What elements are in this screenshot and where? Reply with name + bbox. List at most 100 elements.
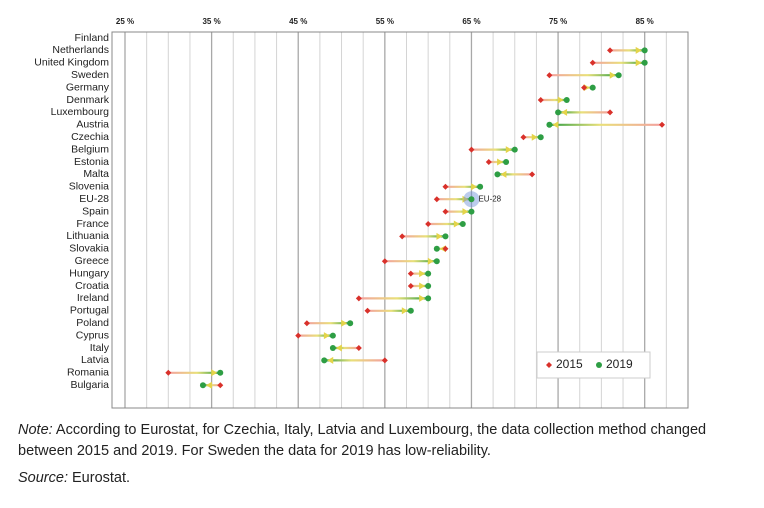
marker-2015 xyxy=(468,146,475,153)
marker-2019 xyxy=(407,307,414,314)
arrow-head xyxy=(419,294,426,302)
y-tick-label: United Kingdom xyxy=(34,57,109,69)
arrow-head xyxy=(462,208,469,216)
marker-2015 xyxy=(303,320,310,327)
marker-2015 xyxy=(607,109,614,116)
marker-2019 xyxy=(615,72,622,79)
marker-2019 xyxy=(425,295,432,302)
arrow-head xyxy=(419,270,426,278)
marker-2015 xyxy=(364,307,371,314)
arrow-head xyxy=(497,158,504,166)
x-tick-label: 85 % xyxy=(636,17,654,26)
x-tick-label: 35 % xyxy=(202,17,220,26)
marker-2015 xyxy=(381,357,388,364)
marker-2015 xyxy=(581,84,588,91)
y-tick-label: Malta xyxy=(83,168,109,180)
y-tick-label: Poland xyxy=(76,317,109,329)
note-label: Note: xyxy=(18,422,53,438)
y-tick-label: Czechia xyxy=(71,131,109,143)
arrow-head xyxy=(552,121,559,129)
y-tick-label: Slovakia xyxy=(69,243,109,255)
marker-2019 xyxy=(433,258,440,265)
legend-label: 2019 xyxy=(606,357,633,371)
x-tick-label: 75 % xyxy=(549,17,567,26)
marker-2019 xyxy=(511,146,518,153)
arrow-head xyxy=(462,195,469,203)
y-tick-label: Croatia xyxy=(75,280,109,292)
y-tick-label: Sweden xyxy=(71,69,109,81)
arrow-head xyxy=(453,220,460,228)
y-tick-label: Denmark xyxy=(66,94,109,106)
marker-2019 xyxy=(589,84,596,91)
marker-2019 xyxy=(537,134,544,141)
x-tick-label: 25 % xyxy=(116,17,134,26)
y-tick-label: Bulgaria xyxy=(70,379,109,391)
marker-2015 xyxy=(433,196,440,203)
marker-2019 xyxy=(347,320,354,327)
y-tick-label: Cyprus xyxy=(76,329,109,341)
source: Source: Eurostat. xyxy=(18,468,718,489)
note-text: According to Eurostat, for Czechia, Ital… xyxy=(18,422,707,459)
arrow-head xyxy=(401,307,408,315)
marker-2015 xyxy=(589,59,596,66)
arrow-head xyxy=(609,71,616,79)
arrow-head xyxy=(471,183,478,191)
legend-marker-2015 xyxy=(546,362,552,368)
marker-2019 xyxy=(468,208,475,215)
arrow-head xyxy=(557,96,564,104)
arrow-head xyxy=(211,369,218,377)
marker-2019 xyxy=(425,270,432,277)
marker-2019 xyxy=(494,171,501,178)
marker-2019 xyxy=(199,382,206,389)
marker-2019 xyxy=(641,47,648,54)
y-tick-label: EU-28 xyxy=(79,193,109,205)
marker-2015 xyxy=(442,208,449,215)
marker-2015 xyxy=(442,245,449,252)
arrow-head xyxy=(335,344,342,352)
arrow-head xyxy=(531,133,538,141)
marker-2019 xyxy=(459,221,466,227)
marker-2019 xyxy=(477,183,484,190)
y-tick-label: Lithuania xyxy=(66,230,109,242)
y-tick-label: Germany xyxy=(66,81,110,93)
arrow-head xyxy=(427,257,434,265)
marker-2015 xyxy=(295,332,302,339)
y-tick-label: Belgium xyxy=(71,143,109,155)
y-tick-label: Greece xyxy=(75,255,110,267)
marker-2015 xyxy=(425,221,432,227)
y-tick-label: Estonia xyxy=(74,156,109,168)
marker-2015 xyxy=(442,183,449,190)
y-tick-label: Slovenia xyxy=(69,181,109,193)
y-tick-label: Spain xyxy=(82,205,109,217)
marker-2015 xyxy=(485,159,492,165)
y-tick-label: Ireland xyxy=(77,292,109,304)
marker-2019 xyxy=(329,332,336,339)
marker-2019 xyxy=(442,233,449,240)
chart: 25 % 35 % 45 % 55 % 65 % 75 % 85 % FinlandNethe… xyxy=(34,17,689,409)
y-tick-label: France xyxy=(76,218,109,230)
y-tick-label: Portugal xyxy=(70,305,109,317)
legend-box xyxy=(536,351,651,379)
marker-2015 xyxy=(355,345,362,351)
x-tick-label: 45 % xyxy=(289,17,307,26)
x-tick-label: 65 % xyxy=(462,17,480,26)
marker-2019 xyxy=(425,283,432,289)
annotation: EU-28 xyxy=(478,194,501,203)
arrow-head xyxy=(635,59,642,67)
marker-2019 xyxy=(503,159,510,165)
marker-2015 xyxy=(659,121,666,128)
y-tick-label: Netherlands xyxy=(52,44,109,56)
marker-2015 xyxy=(355,295,362,302)
y-tick-label: Luxembourg xyxy=(51,106,110,118)
y-tick-label: Latvia xyxy=(81,354,109,366)
arrow-head xyxy=(500,170,507,178)
legend-label: 2015 xyxy=(556,357,583,371)
y-tick-label: Austria xyxy=(76,119,109,131)
marker-2015 xyxy=(407,270,414,277)
arrow-head xyxy=(341,319,348,327)
marker-2015 xyxy=(217,382,224,389)
arrow-head xyxy=(635,46,642,54)
marker-2019 xyxy=(468,196,475,203)
arrow-head xyxy=(505,146,512,154)
